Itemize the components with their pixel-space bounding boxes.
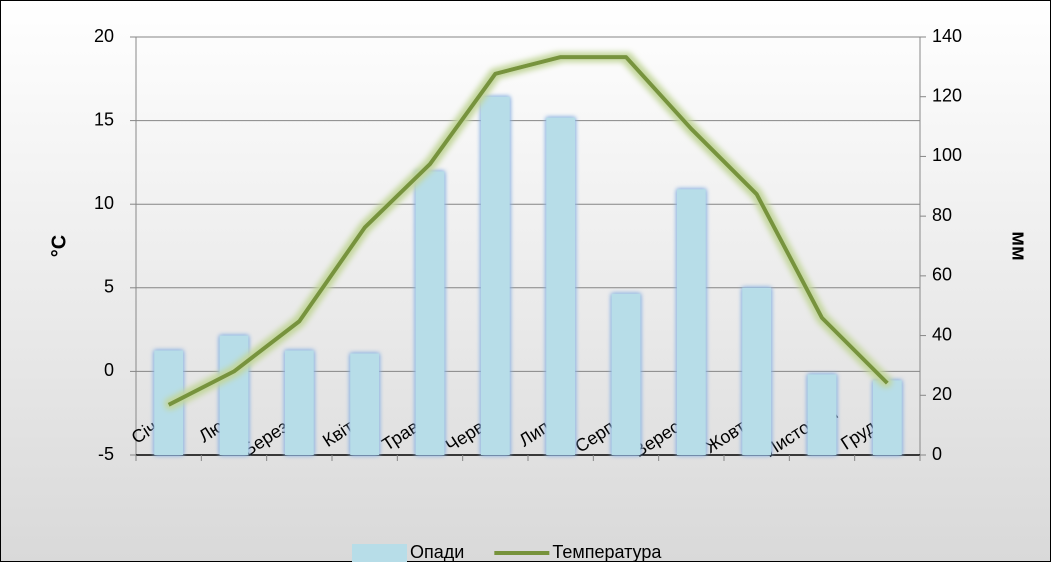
legend-swatch bbox=[352, 544, 407, 562]
y-tick-label: 20 bbox=[94, 26, 114, 46]
bar bbox=[807, 374, 837, 455]
line bbox=[167, 55, 889, 407]
y-tick-label: 15 bbox=[94, 109, 114, 129]
bar bbox=[284, 350, 314, 455]
bar bbox=[546, 117, 576, 455]
bar bbox=[480, 96, 510, 455]
bar bbox=[872, 380, 902, 455]
y2-tick-label: 0 bbox=[932, 444, 942, 464]
y-tick-label: -5 bbox=[98, 444, 114, 464]
bar bbox=[415, 171, 445, 455]
bar bbox=[742, 287, 772, 455]
y2-tick-label: 60 bbox=[932, 265, 952, 285]
y2-axis-label: мм bbox=[1008, 231, 1030, 261]
bar bbox=[611, 293, 641, 455]
y2-tick-label: 100 bbox=[932, 145, 962, 165]
y2-tick-label: 140 bbox=[932, 26, 962, 46]
bar bbox=[350, 353, 380, 455]
y2-tick-label: 20 bbox=[932, 384, 952, 404]
y2-tick-label: 120 bbox=[932, 85, 962, 105]
bar-series bbox=[154, 96, 902, 455]
y-tick-label: 10 bbox=[94, 193, 114, 213]
bar bbox=[676, 189, 706, 455]
legend-label: Температура bbox=[552, 542, 662, 562]
legend-label: Опади bbox=[410, 542, 464, 562]
y-tick-label: 5 bbox=[104, 277, 114, 297]
y-tick-label: 0 bbox=[104, 360, 114, 380]
y-axis-label: °C bbox=[48, 235, 70, 257]
y2-tick-label: 40 bbox=[932, 324, 952, 344]
bar bbox=[219, 335, 249, 455]
y2-tick-label: 80 bbox=[932, 205, 952, 225]
